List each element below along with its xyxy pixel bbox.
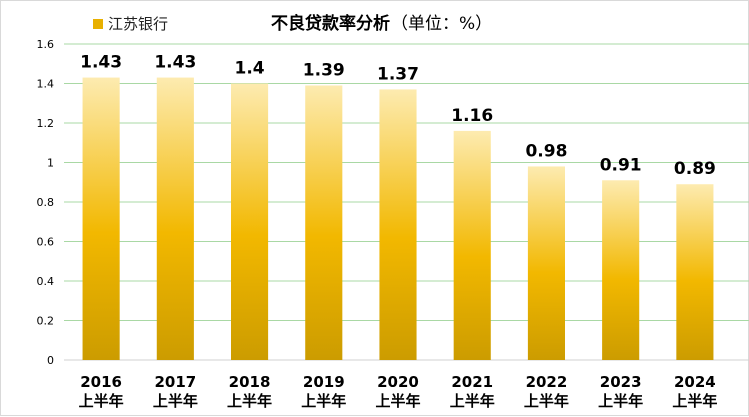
data-label: 1.43 bbox=[80, 53, 122, 73]
x-tick-label-year: 2019 bbox=[303, 373, 345, 391]
data-label: 0.91 bbox=[600, 155, 642, 175]
data-label: 0.89 bbox=[674, 159, 716, 179]
y-tick-label: 0.2 bbox=[37, 315, 55, 328]
x-tick-label-year: 2018 bbox=[229, 373, 271, 391]
x-tick-label-period: 上半年 bbox=[672, 392, 717, 410]
bar-2021 bbox=[453, 130, 491, 360]
data-label: 1.4 bbox=[234, 59, 264, 79]
y-tick-label: 0.4 bbox=[37, 275, 55, 288]
y-tick-label: 1.6 bbox=[37, 38, 55, 51]
x-tick-label-year: 2020 bbox=[377, 373, 419, 391]
y-tick-label: 1 bbox=[47, 157, 54, 170]
x-tick-label-year: 2017 bbox=[154, 373, 196, 391]
y-tick-label: 0 bbox=[47, 354, 54, 367]
legend-swatch bbox=[93, 19, 103, 29]
y-tick-label: 0.8 bbox=[37, 196, 55, 209]
bar-2024 bbox=[676, 184, 714, 360]
x-tick-label-period: 上半年 bbox=[153, 392, 198, 410]
data-label: 1.16 bbox=[451, 106, 493, 126]
data-label: 0.98 bbox=[525, 141, 567, 161]
x-tick-label-period: 上半年 bbox=[301, 392, 346, 410]
bar-2020 bbox=[379, 89, 417, 361]
y-tick-label: 1.2 bbox=[37, 117, 55, 130]
x-tick-label-year: 2016 bbox=[80, 373, 122, 391]
x-tick-label-year: 2022 bbox=[526, 373, 568, 391]
bar-2019 bbox=[305, 85, 343, 360]
x-tick-label-period: 上半年 bbox=[524, 392, 569, 410]
x-tick-label-year: 2024 bbox=[674, 373, 716, 391]
data-label: 1.43 bbox=[154, 53, 196, 73]
bar-2023 bbox=[602, 180, 640, 360]
data-label: 1.39 bbox=[303, 60, 345, 80]
bar-2016 bbox=[82, 77, 120, 360]
x-tick-label-period: 上半年 bbox=[450, 392, 495, 410]
y-tick-label: 1.4 bbox=[37, 78, 55, 91]
x-tick-label-period: 上半年 bbox=[79, 392, 124, 410]
chart-title: 不良贷款率分析 bbox=[271, 13, 390, 34]
chart-title-unit: （单位：%） bbox=[391, 14, 492, 34]
x-tick-label-year: 2023 bbox=[600, 373, 642, 391]
data-label: 1.37 bbox=[377, 64, 419, 84]
y-tick-label: 0.6 bbox=[37, 236, 55, 249]
x-tick-label-period: 上半年 bbox=[227, 392, 272, 410]
bar-2017 bbox=[156, 77, 194, 360]
legend-label: 江苏银行 bbox=[108, 15, 168, 33]
bar-2018 bbox=[231, 83, 269, 360]
x-tick-label-period: 上半年 bbox=[598, 392, 643, 410]
x-tick-label-year: 2021 bbox=[451, 373, 493, 391]
bar-2022 bbox=[527, 166, 565, 360]
x-tick-label-period: 上半年 bbox=[375, 392, 420, 410]
